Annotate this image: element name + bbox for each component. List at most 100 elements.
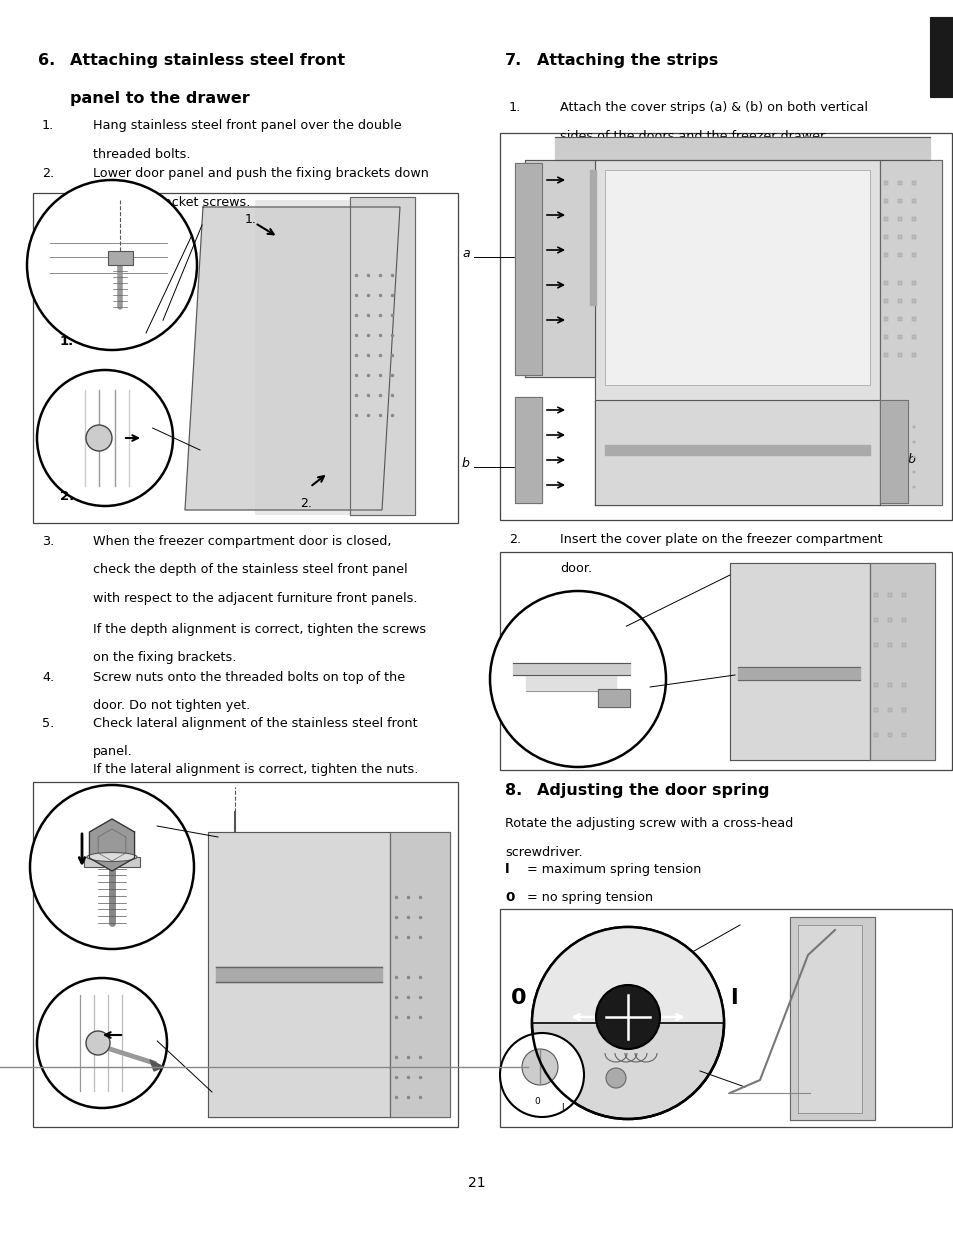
Text: Check lateral alignment of the stainless steel front: Check lateral alignment of the stainless… xyxy=(92,718,417,730)
Text: 2.: 2. xyxy=(42,167,54,180)
Text: If the lateral alignment is correct, tighten the nuts.: If the lateral alignment is correct, tig… xyxy=(92,763,418,776)
Polygon shape xyxy=(90,819,134,871)
Text: l: l xyxy=(729,988,737,1008)
Text: threaded bolts.: threaded bolts. xyxy=(92,147,191,161)
Bar xyxy=(33,193,457,522)
Text: check the depth of the stainless steel front panel: check the depth of the stainless steel f… xyxy=(92,563,407,577)
Polygon shape xyxy=(532,927,723,1023)
Polygon shape xyxy=(390,832,450,1116)
Circle shape xyxy=(27,180,196,350)
Text: Insert the cover plate on the freezer compartment: Insert the cover plate on the freezer co… xyxy=(559,534,882,546)
Polygon shape xyxy=(208,832,390,1116)
Text: 8.: 8. xyxy=(504,783,521,798)
Text: door. Do not tighten yet.: door. Do not tighten yet. xyxy=(92,699,250,713)
Circle shape xyxy=(499,1032,583,1116)
Polygon shape xyxy=(869,563,934,760)
Polygon shape xyxy=(150,1060,164,1071)
Text: Lower door panel and push the fixing brackets down: Lower door panel and push the fixing bra… xyxy=(92,167,429,180)
Text: Hang stainless steel front panel over the double: Hang stainless steel front panel over th… xyxy=(92,119,401,132)
Ellipse shape xyxy=(87,852,137,862)
Polygon shape xyxy=(555,137,929,161)
Circle shape xyxy=(532,927,723,1119)
Text: 1.: 1. xyxy=(509,101,520,114)
Text: over the bracket screws.: over the bracket screws. xyxy=(92,195,250,209)
Polygon shape xyxy=(598,689,629,706)
Text: b: b xyxy=(907,453,915,466)
Polygon shape xyxy=(525,676,616,692)
Text: door.: door. xyxy=(559,562,592,574)
Bar xyxy=(499,133,951,520)
Text: When the freezer compartment door is closed,: When the freezer compartment door is clo… xyxy=(92,535,391,548)
Text: Attaching the strips: Attaching the strips xyxy=(537,53,718,68)
Text: l: l xyxy=(504,863,509,876)
Circle shape xyxy=(37,370,172,506)
Text: 5.: 5. xyxy=(42,718,54,730)
Bar xyxy=(604,170,869,385)
Text: 1.: 1. xyxy=(42,119,54,132)
Circle shape xyxy=(86,425,112,451)
Text: l: l xyxy=(560,1103,562,1112)
Bar xyxy=(108,251,132,266)
Polygon shape xyxy=(524,161,595,377)
Bar xyxy=(33,782,457,1128)
Text: 6.: 6. xyxy=(38,53,55,68)
Text: 1.: 1. xyxy=(60,335,74,348)
Text: = no spring tension: = no spring tension xyxy=(526,890,653,904)
Polygon shape xyxy=(595,161,879,505)
Polygon shape xyxy=(729,563,869,760)
Polygon shape xyxy=(797,925,862,1113)
Text: screwdriver.: screwdriver. xyxy=(504,846,582,858)
Polygon shape xyxy=(789,918,874,1120)
Bar xyxy=(499,909,951,1128)
Bar xyxy=(84,857,140,867)
Polygon shape xyxy=(595,400,879,505)
Polygon shape xyxy=(738,667,859,680)
Text: on the fixing brackets.: on the fixing brackets. xyxy=(92,652,236,664)
Text: If the depth alignment is correct, tighten the screws: If the depth alignment is correct, tight… xyxy=(92,622,426,636)
Circle shape xyxy=(490,592,665,767)
Text: b: b xyxy=(461,457,470,471)
Polygon shape xyxy=(879,161,941,505)
Text: panel to the drawer: panel to the drawer xyxy=(70,91,250,106)
Text: B: B xyxy=(949,43,953,67)
Circle shape xyxy=(37,978,167,1108)
Text: 2.: 2. xyxy=(60,490,74,503)
Text: Adjusting the door spring: Adjusting the door spring xyxy=(537,783,769,798)
Polygon shape xyxy=(515,396,541,503)
Text: 3.: 3. xyxy=(42,535,54,548)
Text: = maximum spring tension: = maximum spring tension xyxy=(526,863,700,876)
Text: Attach the cover strips (a) & (b) on both vertical: Attach the cover strips (a) & (b) on bot… xyxy=(559,101,867,114)
Text: 0: 0 xyxy=(510,988,525,1008)
Circle shape xyxy=(521,1049,558,1086)
Text: 0: 0 xyxy=(504,890,514,904)
Text: with respect to the adjacent furniture front panels.: with respect to the adjacent furniture f… xyxy=(92,592,417,605)
Text: Screw nuts onto the threaded bolts on top of the: Screw nuts onto the threaded bolts on to… xyxy=(92,671,405,684)
Polygon shape xyxy=(185,207,399,510)
Text: 2.: 2. xyxy=(509,534,520,546)
Circle shape xyxy=(596,986,659,1049)
Polygon shape xyxy=(589,170,596,305)
Polygon shape xyxy=(513,663,629,676)
Text: 4.: 4. xyxy=(42,671,54,684)
Bar xyxy=(929,17,953,98)
Bar xyxy=(499,552,951,769)
Circle shape xyxy=(30,785,193,948)
Text: 2.: 2. xyxy=(299,496,312,510)
Bar xyxy=(254,200,415,515)
Text: Attaching stainless steel front: Attaching stainless steel front xyxy=(70,53,345,68)
Text: a: a xyxy=(461,247,469,261)
Text: 21: 21 xyxy=(468,1176,485,1191)
Text: 0: 0 xyxy=(534,1097,539,1107)
Circle shape xyxy=(605,1068,625,1088)
Polygon shape xyxy=(879,400,907,503)
Text: 7.: 7. xyxy=(504,53,521,68)
Text: sides of the doors and the freezer drawer.: sides of the doors and the freezer drawe… xyxy=(559,130,827,142)
Text: panel.: panel. xyxy=(92,746,132,758)
Polygon shape xyxy=(350,198,415,515)
Text: Rotate the adjusting screw with a cross-head: Rotate the adjusting screw with a cross-… xyxy=(504,818,792,830)
Text: 1.: 1. xyxy=(245,212,256,226)
Circle shape xyxy=(86,1031,110,1055)
Polygon shape xyxy=(604,445,869,454)
Polygon shape xyxy=(215,967,381,982)
Polygon shape xyxy=(515,163,541,375)
